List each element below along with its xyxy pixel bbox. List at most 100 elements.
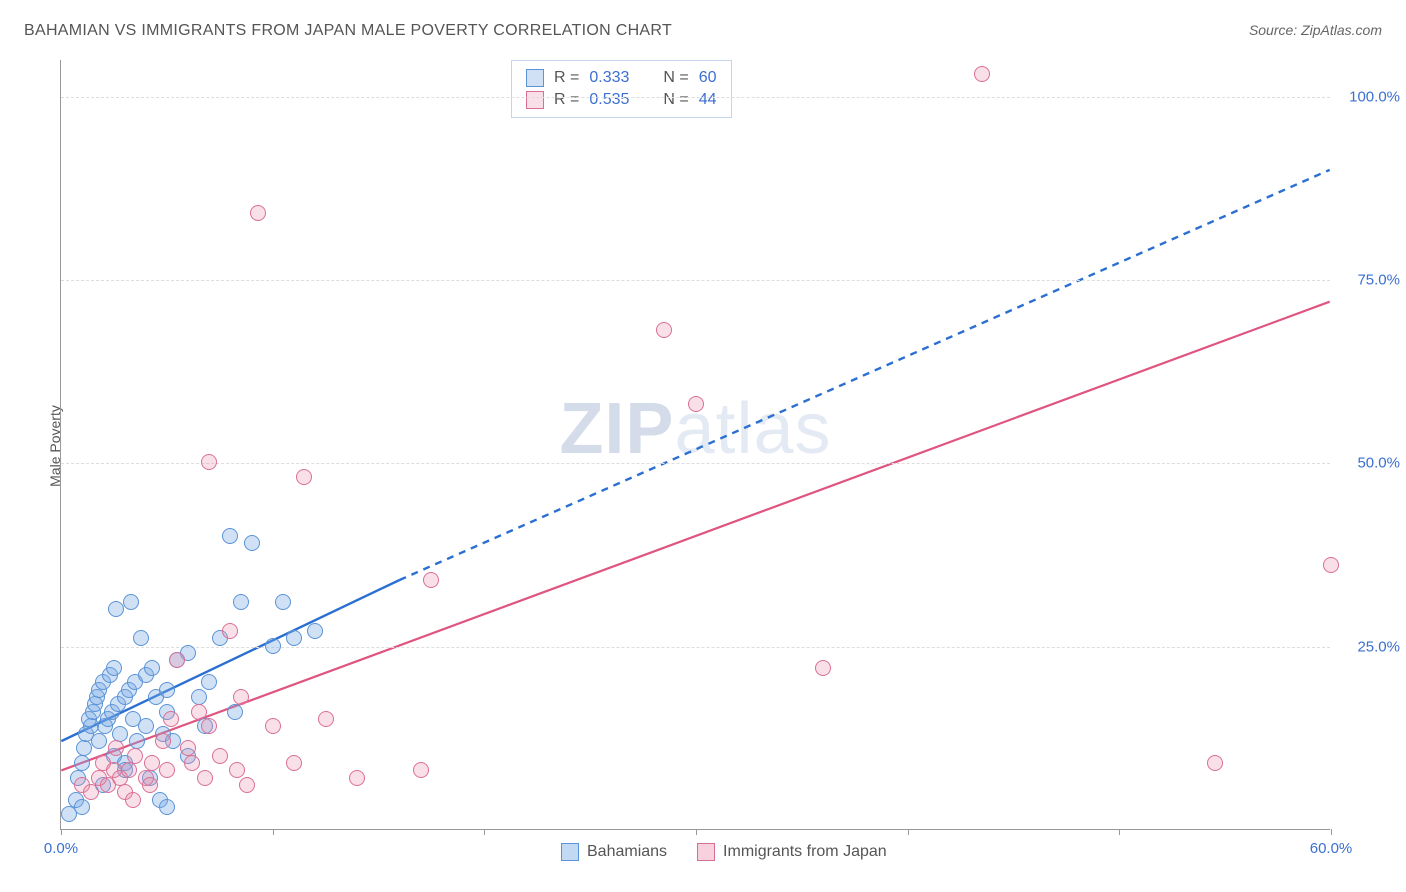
stat-n-value: 44: [699, 91, 717, 109]
data-point: [155, 733, 171, 749]
data-point: [74, 799, 90, 815]
data-point: [127, 748, 143, 764]
stats-row: R = 0.535 N = 44: [526, 89, 717, 111]
data-point: [184, 755, 200, 771]
data-point: [307, 623, 323, 639]
stat-n-label: N =: [663, 91, 688, 109]
x-tick: [273, 829, 274, 835]
data-point: [121, 762, 137, 778]
data-point: [233, 689, 249, 705]
data-point: [125, 792, 141, 808]
data-point: [129, 733, 145, 749]
x-tick: [696, 829, 697, 835]
data-point: [349, 770, 365, 786]
source-attribution: Source: ZipAtlas.com: [1249, 22, 1382, 38]
data-point: [106, 660, 122, 676]
data-point: [91, 733, 107, 749]
legend-swatch: [526, 69, 544, 87]
data-point: [222, 623, 238, 639]
gridline: [61, 647, 1330, 648]
data-point: [159, 682, 175, 698]
data-point: [108, 601, 124, 617]
data-point: [76, 740, 92, 756]
stat-n-label: N =: [663, 69, 688, 87]
data-point: [318, 711, 334, 727]
data-point: [413, 762, 429, 778]
data-point: [108, 740, 124, 756]
data-point: [688, 396, 704, 412]
data-point: [286, 630, 302, 646]
data-point: [83, 784, 99, 800]
data-point: [250, 205, 266, 221]
data-point: [197, 770, 213, 786]
data-point: [212, 748, 228, 764]
legend-label: Immigrants from Japan: [723, 843, 887, 861]
data-point: [191, 689, 207, 705]
data-point: [239, 777, 255, 793]
data-point: [265, 718, 281, 734]
data-point: [180, 740, 196, 756]
data-point: [227, 704, 243, 720]
series-legend: Bahamians Immigrants from Japan: [561, 843, 887, 861]
data-point: [296, 469, 312, 485]
data-point: [201, 454, 217, 470]
data-point: [229, 762, 245, 778]
y-tick-label: 100.0%: [1340, 88, 1400, 105]
data-point: [233, 594, 249, 610]
x-tick: [61, 829, 62, 835]
data-point: [656, 322, 672, 338]
y-tick-label: 25.0%: [1340, 638, 1400, 655]
gridline: [61, 280, 1330, 281]
data-point: [123, 594, 139, 610]
gridline: [61, 463, 1330, 464]
data-point: [191, 704, 207, 720]
x-tick: [1119, 829, 1120, 835]
x-tick: [908, 829, 909, 835]
chart-title: BAHAMIAN VS IMMIGRANTS FROM JAPAN MALE P…: [24, 22, 672, 40]
y-tick-label: 75.0%: [1340, 272, 1400, 289]
data-point: [201, 674, 217, 690]
data-point: [423, 572, 439, 588]
trend-lines: [61, 60, 1330, 829]
data-point: [159, 762, 175, 778]
data-point: [1207, 755, 1223, 771]
data-point: [275, 594, 291, 610]
data-point: [222, 528, 238, 544]
legend-item: Bahamians: [561, 843, 667, 861]
data-point: [974, 66, 990, 82]
stat-n-value: 60: [699, 69, 717, 87]
stat-r-label: R =: [554, 91, 579, 109]
legend-item: Immigrants from Japan: [697, 843, 887, 861]
stats-row: R = 0.333 N = 60: [526, 67, 717, 89]
y-tick-label: 50.0%: [1340, 455, 1400, 472]
x-tick: [1331, 829, 1332, 835]
data-point: [244, 535, 260, 551]
data-point: [1323, 557, 1339, 573]
x-tick: [484, 829, 485, 835]
legend-swatch: [561, 843, 579, 861]
data-point: [144, 660, 160, 676]
data-point: [133, 630, 149, 646]
data-point: [74, 755, 90, 771]
stat-r-value: 0.535: [589, 91, 629, 109]
x-tick-label: 0.0%: [44, 840, 78, 857]
data-point: [815, 660, 831, 676]
data-point: [169, 652, 185, 668]
data-point: [112, 726, 128, 742]
data-point: [142, 777, 158, 793]
stat-r-label: R =: [554, 69, 579, 87]
data-point: [144, 755, 160, 771]
x-tick-label: 60.0%: [1310, 840, 1353, 857]
data-point: [201, 718, 217, 734]
stat-r-value: 0.333: [589, 69, 629, 87]
stats-legend: R = 0.333 N = 60 R = 0.535 N = 44: [511, 60, 732, 118]
legend-swatch: [697, 843, 715, 861]
data-point: [265, 638, 281, 654]
data-point: [163, 711, 179, 727]
data-point: [286, 755, 302, 771]
plot-area: ZIPatlas R = 0.333N = 60R = 0.535N = 44 …: [60, 60, 1330, 830]
data-point: [138, 718, 154, 734]
legend-swatch: [526, 91, 544, 109]
data-point: [83, 718, 99, 734]
gridline: [61, 97, 1330, 98]
